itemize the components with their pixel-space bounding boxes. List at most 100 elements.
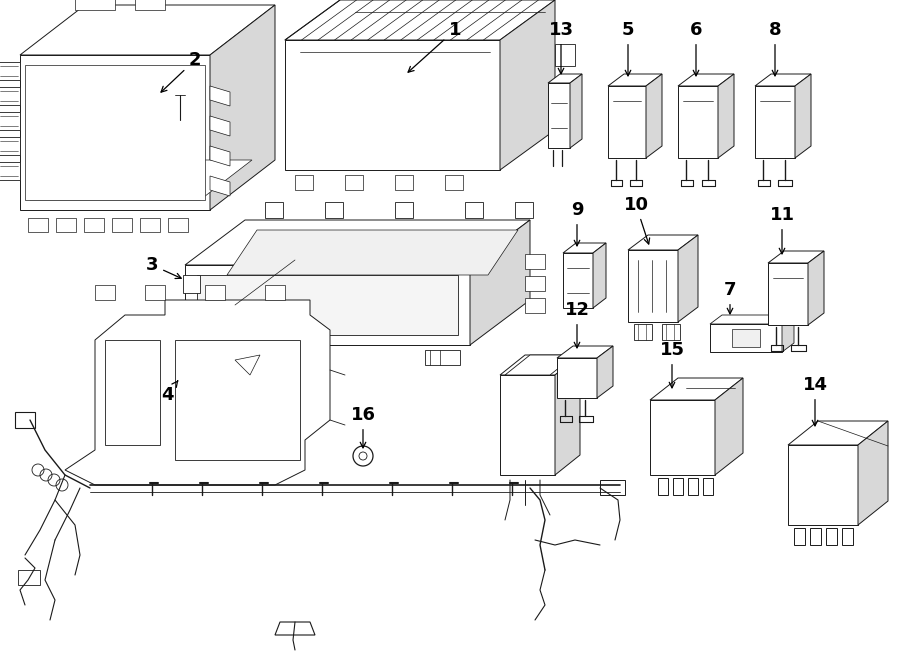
Polygon shape [788,421,888,445]
Polygon shape [500,0,555,170]
Text: 16: 16 [350,406,375,447]
Polygon shape [732,329,760,347]
Polygon shape [25,65,205,200]
Text: 7: 7 [724,281,736,314]
Polygon shape [20,55,210,210]
Polygon shape [710,315,794,324]
Polygon shape [768,251,824,263]
Polygon shape [548,83,570,148]
Polygon shape [810,528,821,545]
Polygon shape [710,324,782,352]
Polygon shape [197,275,458,335]
Polygon shape [525,297,545,313]
Text: 1: 1 [408,21,461,72]
Polygon shape [425,350,460,365]
Polygon shape [345,175,363,190]
Polygon shape [56,218,76,232]
Polygon shape [608,74,662,86]
Polygon shape [210,86,230,106]
Polygon shape [175,340,300,460]
Polygon shape [185,265,470,345]
Text: 11: 11 [770,206,795,254]
Polygon shape [505,355,575,375]
Polygon shape [525,276,545,290]
Polygon shape [325,202,343,218]
Polygon shape [673,478,683,495]
Polygon shape [593,243,606,308]
Text: 2: 2 [161,51,202,92]
Polygon shape [555,118,575,140]
Polygon shape [678,235,698,322]
Polygon shape [628,235,698,250]
Polygon shape [548,74,582,83]
Polygon shape [20,5,275,55]
Text: 13: 13 [548,21,573,74]
Polygon shape [515,202,533,218]
Polygon shape [210,176,230,196]
Polygon shape [555,355,580,475]
Polygon shape [842,528,853,545]
Polygon shape [95,285,115,300]
Polygon shape [0,87,20,105]
Polygon shape [135,0,165,10]
Polygon shape [0,62,20,80]
Polygon shape [465,202,483,218]
Polygon shape [395,202,413,218]
Polygon shape [285,40,500,170]
Polygon shape [650,400,715,475]
Polygon shape [563,253,593,308]
Polygon shape [470,220,530,345]
Text: 5: 5 [622,21,634,76]
Polygon shape [395,175,413,190]
Text: 3: 3 [146,256,181,278]
Polygon shape [0,112,20,130]
Polygon shape [570,74,582,148]
Polygon shape [84,218,104,232]
Polygon shape [275,622,315,635]
Polygon shape [185,220,530,265]
Polygon shape [285,0,555,40]
Polygon shape [265,285,285,300]
Polygon shape [0,137,20,155]
Text: 12: 12 [564,301,590,348]
Polygon shape [105,340,160,445]
Polygon shape [295,175,313,190]
Polygon shape [0,162,20,180]
Text: 9: 9 [571,201,583,246]
Polygon shape [794,528,805,545]
Text: 10: 10 [624,196,650,244]
Polygon shape [808,251,824,325]
Polygon shape [715,378,743,475]
Polygon shape [782,315,794,352]
Polygon shape [18,570,40,585]
Polygon shape [28,218,48,232]
Polygon shape [235,355,260,375]
Polygon shape [718,74,734,158]
Polygon shape [210,146,230,166]
Polygon shape [597,346,613,398]
Polygon shape [755,86,795,158]
Polygon shape [30,160,252,200]
Polygon shape [183,275,200,293]
Polygon shape [145,285,165,300]
Polygon shape [788,445,858,525]
Polygon shape [600,480,625,495]
Polygon shape [628,250,678,322]
Polygon shape [557,346,613,358]
Polygon shape [795,74,811,158]
Polygon shape [210,5,275,210]
Polygon shape [555,44,575,66]
Polygon shape [227,230,518,275]
Polygon shape [210,116,230,136]
Polygon shape [75,0,115,10]
Polygon shape [140,218,160,232]
Polygon shape [768,263,808,325]
Polygon shape [112,218,132,232]
Polygon shape [703,478,713,495]
Polygon shape [658,478,668,495]
Polygon shape [678,74,734,86]
Polygon shape [265,202,283,218]
Text: 15: 15 [660,341,685,388]
Polygon shape [608,86,646,158]
Polygon shape [65,300,330,485]
